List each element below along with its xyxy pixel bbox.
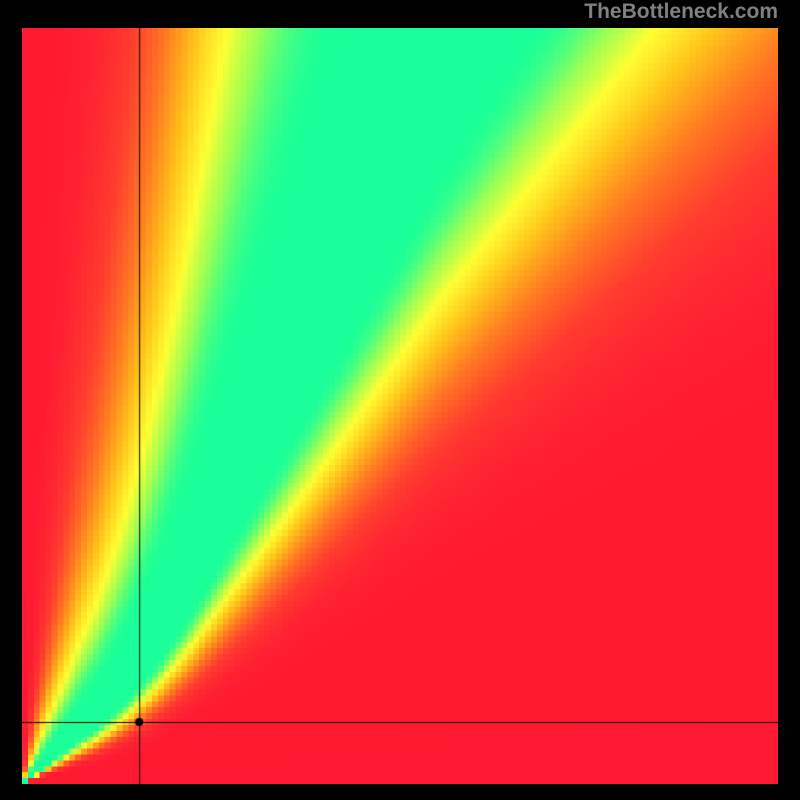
watermark-text: TheBottleneck.com	[584, 0, 778, 24]
bottleneck-heatmap	[22, 28, 778, 784]
chart-container: { "watermark": { "text": "TheBottleneck.…	[0, 0, 800, 800]
